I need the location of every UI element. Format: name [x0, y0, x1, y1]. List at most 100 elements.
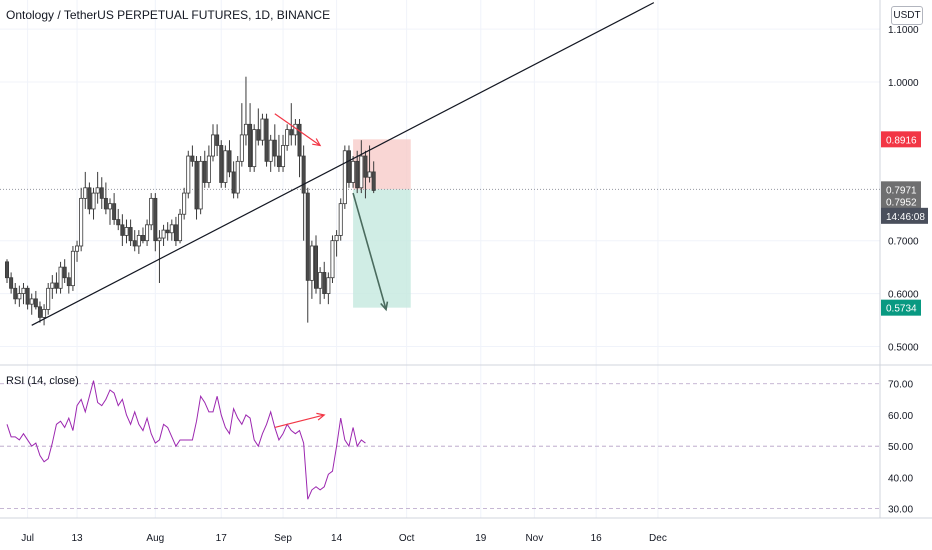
candle-body — [326, 277, 331, 294]
price-divergence-arrow — [274, 113, 322, 147]
rsi-panel-title[interactable]: RSI (14, close) — [6, 375, 79, 387]
candle — [17, 285, 22, 307]
candle — [305, 187, 310, 323]
candle-body — [359, 155, 364, 189]
time-tick-label: Oct — [399, 533, 415, 544]
projection-arrow-shaft — [352, 192, 387, 310]
candle — [25, 285, 30, 310]
rsi-divergence-arrow — [274, 412, 326, 429]
candle — [334, 230, 339, 257]
price-divergence-arrow-shaft — [274, 113, 321, 146]
time-tick-label: 16 — [591, 533, 603, 544]
candle — [198, 156, 203, 215]
candle-body — [243, 123, 248, 136]
candle-body — [239, 134, 244, 162]
candle-body — [206, 155, 211, 183]
candle-body — [91, 192, 96, 210]
candle — [75, 240, 80, 262]
candle — [318, 267, 323, 305]
candle — [153, 193, 158, 252]
rsi-tick-label: 40.00 — [888, 473, 913, 484]
candle — [186, 150, 191, 199]
candle-body — [285, 129, 290, 146]
candle-body — [25, 287, 30, 305]
candle — [83, 171, 88, 209]
candle-body — [318, 272, 323, 289]
candle — [190, 145, 195, 167]
chart-title: Ontology / TetherUS PERPETUAL FUTURES, 1… — [6, 8, 331, 22]
candle — [79, 187, 84, 252]
axes: 1.1000 1.0000 0.7000 0.6000 0.5000 70.00 60.00… — [21, 25, 928, 544]
candle — [66, 272, 71, 294]
candle — [62, 259, 67, 284]
candle-body — [42, 309, 47, 318]
candle — [281, 134, 286, 172]
candle-body — [124, 227, 129, 236]
candle-body — [29, 298, 34, 305]
target-price-tag-text: 0.5734 — [886, 304, 917, 315]
candle-body — [70, 250, 75, 287]
candle-body — [355, 160, 360, 189]
candle — [50, 275, 55, 299]
time-tick-label: Sep — [274, 533, 292, 544]
rsi-line — [6, 380, 366, 500]
candle-body — [173, 224, 178, 242]
candle-body — [223, 150, 228, 183]
countdown-tag-bg — [881, 207, 928, 224]
price-tick-label: 0.7000 — [888, 237, 919, 248]
candle-body — [46, 287, 51, 310]
candle-body — [289, 129, 294, 136]
candle — [260, 113, 265, 146]
candle — [161, 224, 166, 246]
candle — [108, 198, 113, 225]
candle — [140, 227, 145, 244]
candle-body — [58, 266, 63, 289]
countdown-tag-text: 14:46:08 — [886, 212, 925, 223]
rsi-series — [0, 380, 880, 510]
price-tick-label: 0.6000 — [888, 290, 919, 301]
candle-body — [87, 187, 92, 210]
candle-body — [120, 224, 125, 236]
candle-body — [37, 306, 42, 318]
candle-body — [136, 234, 141, 247]
candle-body — [161, 229, 166, 239]
candle-body — [330, 240, 335, 279]
candle — [87, 182, 92, 215]
candle-body — [62, 266, 67, 279]
candle — [276, 134, 281, 172]
candle — [371, 161, 376, 194]
candle-body — [322, 272, 327, 294]
candle-body — [301, 155, 306, 194]
candle — [112, 193, 117, 225]
rsi-divergence-arrow-head — [316, 412, 326, 421]
candle — [120, 214, 125, 246]
candle — [182, 187, 187, 220]
price-tick-label: 1.0000 — [888, 78, 919, 89]
candle — [46, 283, 51, 315]
candlestick-series — [5, 76, 376, 326]
candle — [54, 272, 59, 294]
candle — [338, 198, 343, 241]
candle — [58, 261, 63, 294]
candle — [145, 219, 150, 246]
candle-body — [182, 192, 187, 215]
rsi-tick-label: 30.00 — [888, 505, 913, 516]
candle-body — [256, 129, 261, 141]
candle-body — [194, 160, 199, 210]
candle-body — [116, 219, 121, 226]
candle — [326, 272, 331, 305]
candle — [231, 161, 236, 199]
candle — [309, 240, 314, 299]
rsi-divergence-arrow-shaft — [274, 414, 325, 429]
candle — [252, 124, 257, 172]
candle — [70, 245, 75, 291]
candle-body — [153, 197, 158, 242]
entry-price-tag: 0.7971 — [881, 181, 921, 198]
candle — [285, 124, 290, 151]
candle — [235, 156, 240, 199]
candle-body — [145, 224, 150, 242]
currency-button[interactable]: USDT — [891, 6, 923, 25]
last-price-tag-bg — [881, 193, 921, 210]
candle — [99, 177, 104, 209]
